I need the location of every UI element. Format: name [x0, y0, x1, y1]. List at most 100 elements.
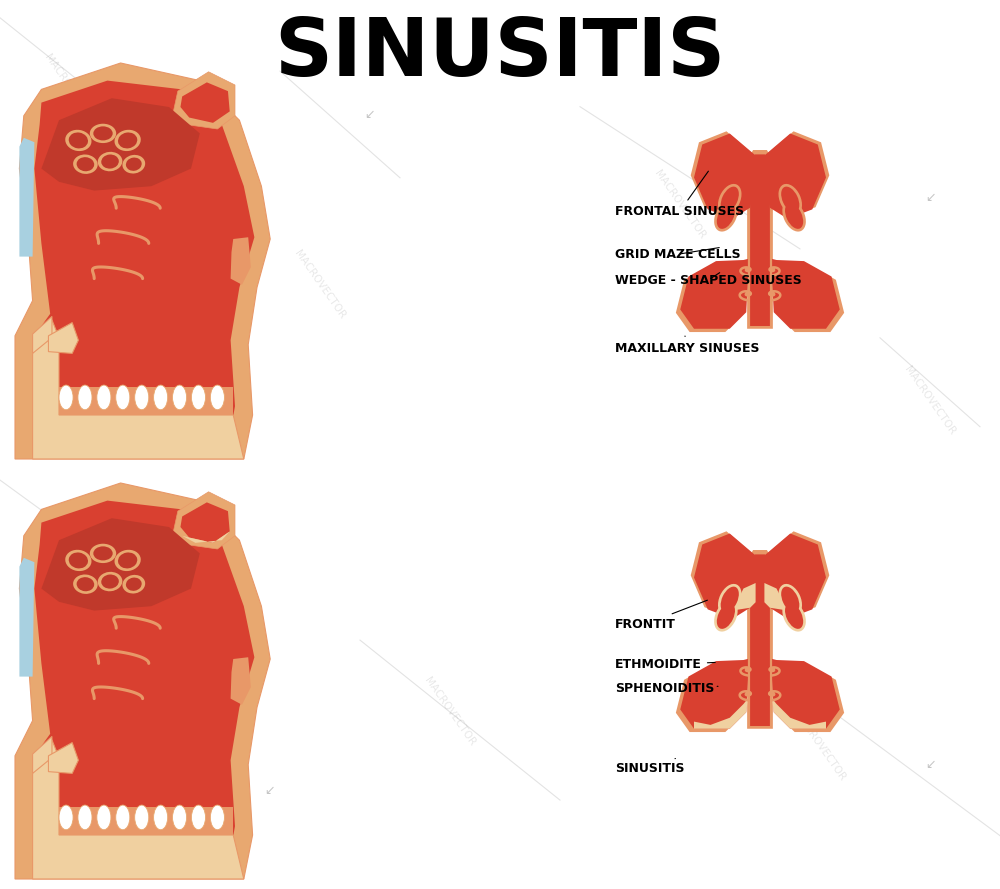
Text: MACROVECTOR: MACROVECTOR: [793, 710, 847, 783]
Polygon shape: [772, 659, 840, 729]
Polygon shape: [776, 662, 844, 732]
Ellipse shape: [210, 385, 224, 410]
Polygon shape: [764, 533, 826, 619]
Text: MACROVECTOR: MACROVECTOR: [903, 364, 957, 436]
Polygon shape: [33, 320, 244, 459]
Polygon shape: [747, 150, 773, 329]
Ellipse shape: [122, 155, 145, 173]
Polygon shape: [182, 532, 230, 543]
Ellipse shape: [77, 157, 94, 172]
Ellipse shape: [721, 587, 739, 613]
Text: MACROVECTOR: MACROVECTOR: [423, 675, 477, 748]
Polygon shape: [694, 133, 756, 219]
Ellipse shape: [73, 574, 98, 594]
Ellipse shape: [785, 203, 803, 228]
Text: ↙: ↙: [925, 190, 935, 204]
Ellipse shape: [98, 152, 122, 172]
Polygon shape: [180, 502, 230, 543]
Ellipse shape: [93, 126, 113, 140]
Polygon shape: [173, 492, 235, 549]
Ellipse shape: [59, 805, 73, 829]
Polygon shape: [41, 98, 200, 190]
Polygon shape: [750, 555, 770, 726]
Polygon shape: [231, 237, 251, 284]
Polygon shape: [676, 262, 744, 332]
Ellipse shape: [135, 385, 149, 410]
Polygon shape: [180, 83, 230, 123]
Text: SINUSITIS: SINUSITIS: [274, 15, 726, 93]
Polygon shape: [19, 557, 34, 677]
Polygon shape: [48, 742, 78, 773]
Ellipse shape: [101, 155, 119, 169]
Text: MACROVECTOR: MACROVECTOR: [653, 168, 707, 241]
Polygon shape: [48, 323, 78, 354]
Ellipse shape: [778, 584, 802, 615]
Ellipse shape: [718, 584, 742, 615]
Polygon shape: [15, 63, 270, 459]
Ellipse shape: [717, 203, 735, 228]
Ellipse shape: [69, 132, 88, 148]
Ellipse shape: [115, 549, 141, 571]
Text: ↙: ↙: [265, 784, 275, 797]
Polygon shape: [41, 518, 200, 611]
Ellipse shape: [78, 385, 92, 410]
Ellipse shape: [210, 805, 224, 829]
Text: FRONTAL SINUSES: FRONTAL SINUSES: [615, 172, 744, 218]
Ellipse shape: [93, 547, 113, 560]
Polygon shape: [691, 532, 752, 617]
Text: MACROVECTOR: MACROVECTOR: [73, 515, 127, 588]
Polygon shape: [750, 155, 770, 326]
Polygon shape: [764, 583, 788, 611]
Text: SINUSITIS: SINUSITIS: [615, 758, 684, 775]
Ellipse shape: [97, 385, 111, 410]
Ellipse shape: [116, 385, 130, 410]
Ellipse shape: [782, 600, 806, 631]
Polygon shape: [694, 699, 748, 729]
Polygon shape: [776, 262, 844, 332]
Ellipse shape: [59, 385, 73, 410]
Ellipse shape: [118, 552, 137, 568]
Polygon shape: [33, 740, 244, 879]
Ellipse shape: [785, 603, 803, 629]
Text: SPHENOIDITIS: SPHENOIDITIS: [615, 683, 718, 695]
Text: MACROVECTOR: MACROVECTOR: [43, 52, 97, 125]
Polygon shape: [15, 483, 270, 879]
Ellipse shape: [714, 200, 738, 232]
Text: MAXILLARY SINUSES: MAXILLARY SINUSES: [615, 336, 760, 355]
Ellipse shape: [118, 132, 137, 148]
Ellipse shape: [154, 385, 168, 410]
Polygon shape: [764, 133, 826, 219]
Polygon shape: [33, 501, 254, 875]
Ellipse shape: [721, 187, 739, 212]
Polygon shape: [768, 532, 829, 617]
Ellipse shape: [90, 544, 116, 563]
Polygon shape: [732, 583, 756, 611]
Ellipse shape: [717, 603, 735, 629]
Ellipse shape: [90, 124, 116, 143]
Ellipse shape: [154, 805, 168, 829]
Polygon shape: [676, 662, 744, 732]
Ellipse shape: [65, 130, 91, 151]
Ellipse shape: [718, 184, 742, 215]
Polygon shape: [680, 659, 748, 729]
Ellipse shape: [778, 184, 802, 215]
Polygon shape: [173, 72, 235, 129]
Polygon shape: [59, 387, 233, 415]
Ellipse shape: [97, 805, 111, 829]
Ellipse shape: [781, 187, 799, 212]
Polygon shape: [772, 259, 840, 329]
Ellipse shape: [69, 552, 88, 568]
Ellipse shape: [126, 157, 142, 171]
Ellipse shape: [135, 805, 149, 829]
Polygon shape: [680, 259, 748, 329]
Polygon shape: [768, 132, 829, 217]
Text: FRONTIT: FRONTIT: [615, 600, 707, 630]
Ellipse shape: [73, 155, 98, 174]
Ellipse shape: [191, 385, 206, 410]
Ellipse shape: [116, 805, 130, 829]
Ellipse shape: [77, 577, 94, 591]
Ellipse shape: [65, 549, 91, 571]
Ellipse shape: [191, 805, 206, 829]
Ellipse shape: [782, 200, 806, 232]
Text: ↙: ↙: [925, 758, 935, 772]
